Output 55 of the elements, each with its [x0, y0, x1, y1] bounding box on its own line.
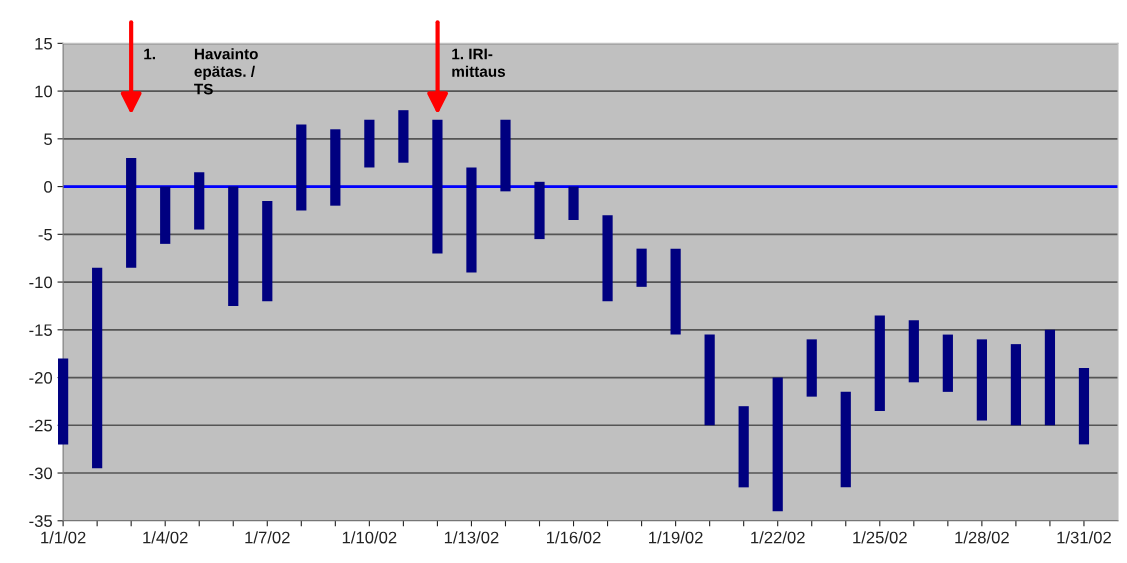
x-tick-label: 1/16/02	[547, 531, 601, 544]
x-tick-label: 1/31/02	[1057, 531, 1111, 544]
bar	[806, 339, 817, 397]
y-tick-label: -35	[29, 515, 52, 527]
bar	[840, 391, 851, 488]
bar	[58, 358, 69, 445]
bar	[738, 406, 749, 488]
bar	[704, 334, 715, 426]
bar	[160, 186, 171, 244]
bar	[92, 267, 103, 469]
bar	[262, 200, 273, 302]
bar	[976, 339, 987, 421]
x-tick-label: 1/22/02	[751, 531, 805, 544]
y-tick-label: -20	[29, 371, 53, 384]
x-tick-label: 1/19/02	[649, 531, 703, 544]
y-tick-label: -10	[29, 276, 53, 289]
annotation: 1.	[144, 48, 155, 60]
bar	[908, 320, 919, 383]
y-tick-label: -15	[29, 324, 52, 337]
bar	[126, 157, 137, 268]
bar	[874, 315, 885, 411]
y-tick-label: -30	[29, 467, 53, 480]
bar	[1044, 329, 1056, 426]
bar	[568, 186, 579, 220]
bar	[942, 334, 953, 392]
bar	[466, 167, 477, 273]
y-tick-label: 0	[44, 180, 53, 193]
x-tick-label: 1/25/02	[853, 531, 907, 544]
bar	[194, 172, 205, 230]
bar	[398, 110, 409, 163]
bar	[534, 181, 545, 240]
bar	[1078, 368, 1090, 445]
x-tick-label: 1/13/02	[444, 531, 499, 544]
y-tick-label: 10	[35, 85, 53, 98]
annotation: 1. IRI- mittaus	[452, 48, 506, 77]
bar	[772, 377, 783, 512]
y-tick-label: 5	[44, 133, 52, 146]
y-tick-label: -25	[29, 419, 52, 432]
x-tick-label: 1/4/02	[143, 531, 188, 544]
bar	[364, 119, 375, 168]
bar	[670, 248, 681, 335]
x-tick-label: 1/10/02	[342, 531, 397, 544]
bar	[228, 186, 239, 306]
bar	[602, 215, 613, 302]
bar	[500, 119, 511, 192]
x-tick-label: 1/1/02	[41, 531, 86, 544]
bar	[636, 248, 647, 287]
bar	[296, 124, 307, 211]
bar	[1010, 344, 1021, 426]
bar	[330, 129, 341, 206]
x-tick-label: 1/7/02	[245, 531, 290, 544]
y-tick-label: 15	[35, 37, 52, 50]
y-tick-label: -5	[38, 228, 52, 241]
x-tick-label: 1/28/02	[955, 531, 1009, 544]
bar	[432, 119, 443, 254]
